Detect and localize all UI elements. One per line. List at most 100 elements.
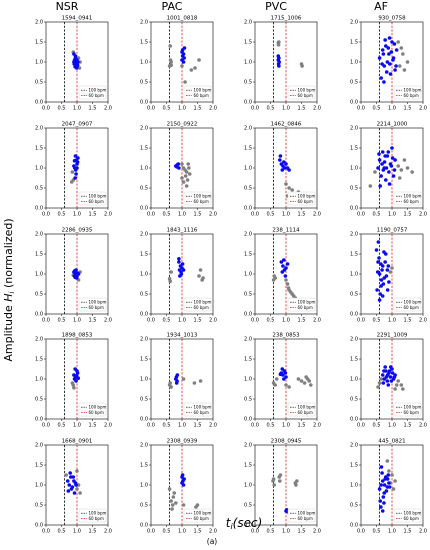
legend-label: 100 bpm: [89, 194, 107, 199]
y-tick-label: 2.0: [35, 20, 43, 26]
x-tick-label: 0.5: [267, 212, 275, 218]
x-tick-label: 2.0: [104, 318, 112, 324]
y-tick-label: 1.0: [140, 166, 148, 172]
data-point-other: [377, 381, 382, 385]
y-tick-label: 0.5: [244, 503, 252, 509]
panel-238_1114: 238_1114 0.0 0.5 1.0 1.5 2.0 0.0 0.5 1.0 1.5 2.0 10…: [244, 228, 321, 324]
data-point-highlight: [385, 373, 390, 377]
x-tick-label: 0.0: [251, 212, 259, 218]
x-tick-label: 1.5: [404, 318, 412, 324]
data-point-other: [388, 270, 393, 274]
x-tick-label: 0.5: [373, 529, 381, 535]
data-point-highlight: [384, 44, 388, 48]
data-point-highlight: [380, 268, 384, 272]
data-point-other: [391, 487, 396, 491]
x-tick-label: 0.0: [42, 212, 50, 218]
data-point-highlight: [74, 172, 78, 176]
data-point-highlight: [381, 52, 386, 56]
legend-label: 100 bpm: [89, 511, 107, 516]
data-point-highlight: [380, 479, 385, 483]
y-tick-label: 1.0: [350, 483, 358, 489]
data-point-other: [169, 63, 173, 67]
panel-title: 1594_0941: [62, 16, 93, 22]
data-point-highlight: [283, 371, 288, 375]
panel-title: 238_0853: [272, 333, 300, 339]
data-point-other: [410, 170, 414, 174]
x-tick-label: 1.5: [298, 423, 306, 429]
y-tick-label: 1.0: [244, 272, 252, 278]
y-tick-label: 1.5: [35, 463, 43, 469]
data-point-other: [379, 377, 383, 381]
data-point-highlight: [383, 260, 387, 264]
data-point-highlight: [385, 379, 390, 383]
data-point-highlight: [280, 270, 285, 274]
data-point-other: [307, 379, 312, 383]
data-point-highlight: [76, 376, 81, 381]
x-tick-label: 2.0: [104, 106, 112, 112]
data-point-other: [197, 58, 201, 62]
data-point-other: [198, 379, 203, 383]
data-point-other: [401, 52, 405, 56]
data-point-highlight: [278, 372, 283, 377]
x-tick-label: 2.0: [419, 212, 427, 218]
data-point-other: [194, 505, 198, 509]
x-tick-label: 0.0: [42, 529, 50, 535]
x-tick-label: 1.0: [388, 106, 396, 112]
data-point-highlight: [383, 38, 387, 42]
y-tick-label: 0.0: [350, 312, 358, 318]
x-tick-label: 0.5: [267, 529, 275, 535]
data-point-other: [287, 385, 291, 389]
axes-frame: [360, 127, 424, 209]
y-tick-label: 2.0: [140, 443, 148, 449]
y-tick-label: 2.0: [350, 20, 358, 26]
data-point-highlight: [276, 54, 281, 58]
data-point-highlight: [380, 48, 385, 52]
data-point-other: [76, 483, 81, 487]
y-tick-label: 1.0: [244, 166, 252, 172]
legend-label: 100 bpm: [404, 511, 422, 516]
data-point-highlight: [381, 495, 386, 499]
data-point-highlight: [384, 70, 389, 74]
data-point-other: [181, 180, 186, 184]
data-point-highlight: [283, 274, 288, 278]
y-tick-label: 0.5: [35, 292, 43, 298]
data-point-other: [181, 503, 186, 507]
legend-box: [183, 85, 212, 100]
y-tick-label: 1.0: [140, 483, 148, 489]
data-point-highlight: [384, 274, 389, 278]
legend-box: [183, 297, 212, 312]
data-point-highlight: [277, 64, 281, 68]
x-tick-label: 1.0: [282, 318, 290, 324]
axes-frame: [45, 338, 109, 420]
x-tick-label: 1.0: [73, 529, 81, 535]
panel-title: 1934_1013: [167, 333, 198, 339]
y-tick-label: 1.5: [244, 40, 252, 46]
x-tick-label: 0.0: [42, 423, 50, 429]
data-point-other: [70, 170, 75, 174]
x-tick-label: 0.0: [357, 106, 365, 112]
x-tick-label: 0.0: [357, 529, 365, 535]
data-point-other: [397, 176, 402, 180]
y-tick-label: 1.5: [35, 40, 43, 46]
data-point-highlight: [382, 501, 386, 505]
data-point-highlight: [383, 154, 387, 158]
panel-title: 1668_0901: [62, 439, 93, 445]
data-point-highlight: [181, 268, 186, 272]
data-point-highlight: [282, 377, 286, 381]
x-tick-label: 1.5: [89, 106, 97, 112]
legend-label: 60 bpm: [298, 410, 313, 415]
data-point-highlight: [181, 60, 186, 64]
y-tick-label: 0.5: [350, 186, 358, 192]
data-point-highlight: [287, 168, 291, 172]
data-point-other: [309, 383, 313, 387]
data-point-highlight: [174, 165, 179, 169]
y-tick-label: 1.0: [35, 272, 43, 278]
data-point-other: [168, 58, 173, 62]
legend-label: 100 bpm: [404, 405, 422, 410]
data-point-other: [187, 166, 191, 170]
x-tick-label: 1.5: [89, 318, 97, 324]
legend-label: 60 bpm: [298, 305, 313, 310]
panel-title: 930_0758: [378, 16, 406, 22]
y-tick-label: 1.5: [244, 357, 252, 363]
